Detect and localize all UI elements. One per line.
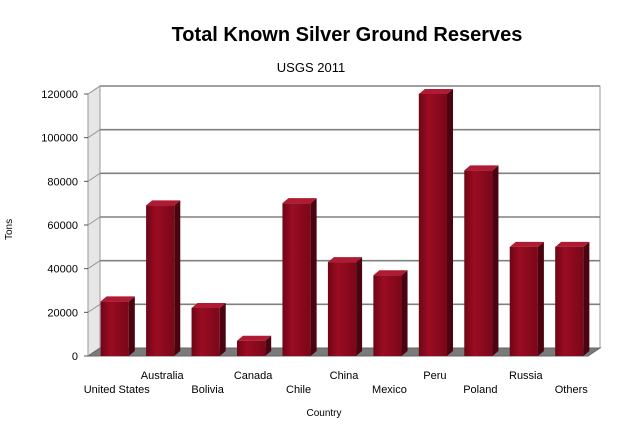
bar (555, 241, 590, 356)
x-tick-label: Chile (286, 384, 311, 396)
bar-front (464, 170, 493, 356)
bar-side (219, 302, 226, 356)
y-tick-label: 120000 (41, 89, 78, 101)
bar (191, 302, 226, 356)
y-tick-label: 40000 (47, 264, 78, 276)
bar-top (282, 198, 317, 204)
y-tick-label: 0 (72, 351, 78, 363)
bar-top (237, 335, 272, 341)
y-tick-label: 80000 (47, 176, 78, 188)
bar-front (146, 205, 175, 356)
bar-top (191, 302, 226, 308)
bar-front (100, 301, 129, 356)
bar-front (282, 203, 311, 356)
bar-side (310, 198, 317, 356)
bars (100, 89, 590, 356)
bar-side (128, 296, 135, 356)
x-tick-label: Australia (141, 370, 185, 382)
bar-front (509, 246, 538, 356)
y-axis-ticks: 0 20000 40000 60000 80000 100000 120000 (41, 89, 88, 363)
bar-top (418, 89, 453, 94)
bar-front (237, 340, 266, 356)
bar-top (327, 257, 363, 263)
x-tick-label: China (330, 370, 360, 382)
bar (237, 335, 272, 356)
y-tick-label: 60000 (47, 220, 78, 232)
x-tick-label: Russia (509, 370, 544, 382)
x-tick-label: Mexico (372, 384, 407, 396)
bar-side (356, 257, 363, 356)
bar-top (509, 241, 544, 247)
x-tick-label: Canada (234, 370, 273, 382)
bar-side (265, 335, 272, 356)
x-tick-label: Others (555, 384, 589, 396)
bar-side (174, 200, 181, 356)
bar-front (373, 275, 402, 356)
bar-top (464, 165, 499, 171)
bar (282, 198, 317, 356)
chart-title: Total Known Silver Ground Reserves (171, 24, 523, 46)
y-tick-label: 100000 (41, 133, 78, 145)
bar-side (447, 89, 453, 356)
y-axis-label: Tons (4, 218, 15, 240)
bar-side (537, 241, 544, 356)
bar-side (492, 165, 499, 356)
gridline-side (87, 129, 101, 139)
bar-top (146, 200, 181, 206)
gridline-side (87, 172, 101, 182)
bar-side (401, 270, 408, 356)
bar (100, 296, 135, 356)
bar-front (418, 94, 447, 356)
gridline-side (87, 303, 101, 313)
bar-front (555, 246, 584, 356)
gridline-side (87, 85, 101, 95)
x-tick-label: Peru (423, 370, 446, 382)
y-tick-label: 20000 (47, 307, 78, 319)
bar (418, 89, 453, 356)
bar (146, 200, 181, 356)
bar (509, 241, 544, 356)
chart-subtitle: USGS 2011 (276, 60, 346, 75)
bar-front (191, 307, 220, 356)
x-tick-label: United States (84, 384, 151, 396)
bar-top (555, 241, 590, 247)
bar-front (327, 262, 357, 356)
bar (373, 270, 408, 356)
gridline-side (87, 260, 101, 270)
bar (464, 165, 499, 356)
x-axis-ticks: United States Australia Bolivia Canada Chile… (84, 370, 589, 396)
bar-top (100, 296, 135, 302)
bar (327, 257, 363, 356)
x-tick-label: Poland (463, 384, 497, 396)
bar-top (373, 270, 408, 276)
x-axis-label: Country (306, 408, 342, 419)
bar-side (583, 241, 590, 356)
gridline-side (87, 216, 101, 226)
x-tick-label: Bolivia (191, 384, 224, 396)
